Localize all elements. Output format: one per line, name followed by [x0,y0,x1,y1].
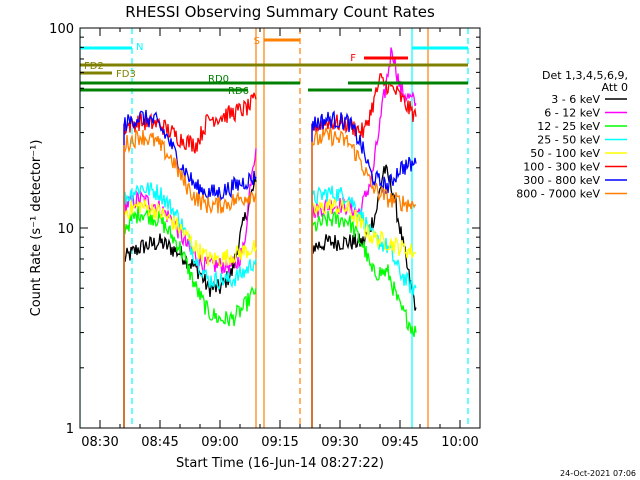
series-line-2-1 [311,210,417,428]
x-tick-label-4: 09:30 [321,435,358,450]
series-300-800-kev [123,109,417,428]
flag-rd0: RD0 [80,74,468,85]
legend-entry-2: 12 - 25 keV [537,120,627,133]
flag-label-fd2: FD2 [84,61,104,72]
legend-label-7: 800 - 7000 keV [516,188,600,201]
x-tick-label-2: 09:00 [201,435,238,450]
flag-fd3: FD3 [80,69,136,80]
legend-label-4: 50 - 100 keV [530,147,600,160]
series-layer [123,47,417,428]
x-tick-label-3: 09:15 [261,435,298,450]
series-50-100-kev [123,198,417,428]
flag-bar-rd6-1 [308,88,372,92]
flag-fd2: FD2 [80,61,468,72]
flag-label-rd0: RD0 [208,74,229,85]
legend-entry-7: 800 - 7000 keV [516,188,627,201]
series-line-6-1 [311,110,417,428]
flag-f: F [350,53,408,64]
series-line-4-1 [311,198,417,428]
flag-bar-rd0-1 [348,81,468,85]
flag-n: N [80,42,468,53]
flag-bar-fd3-0 [80,71,112,75]
series-line-2-0 [123,206,257,428]
series-12-25-kev [123,206,417,428]
legend-label-1: 6 - 12 keV [544,107,600,120]
x-tick-label-6: 10:00 [441,435,478,450]
legend-label-3: 25 - 50 keV [537,134,600,147]
legend-label-5: 100 - 300 keV [523,161,600,174]
timestamp: 24-Oct-2021 07:06 [560,469,636,478]
series-line-0-1 [311,164,417,428]
legend-title-2: Att 0 [602,81,628,94]
flag-bar-f-0 [364,56,408,60]
legend-label-2: 12 - 25 keV [537,120,600,133]
series-line-4-0 [123,199,257,428]
legend-entry-6: 300 - 800 keV [523,174,627,187]
y-tick-label-1: 10 [57,222,74,237]
flag-label-n: N [136,42,143,53]
flag-label-fd3: FD3 [116,69,136,80]
x-ticks: 08:30 08:45 09:00 09:15 09:30 09:45 10:00 [79,28,481,450]
series-line-7-1 [311,126,417,428]
flag-bar-n-0 [80,46,132,50]
flag-bar-rd0-0 [80,81,300,85]
x-tick-label-1: 08:45 [141,435,178,450]
flag-label-f: F [350,53,356,64]
legend-entry-5: 100 - 300 keV [523,161,627,174]
series-25-50-kev [123,182,417,428]
x-tick-label-5: 09:45 [381,435,418,450]
series-800-7000-kev [123,126,417,428]
flag-bar-s-0 [264,38,300,42]
legend-entry-1: 6 - 12 keV [544,107,627,120]
flag-bar-rd6-0 [80,88,248,92]
series-line-5-1 [311,72,417,428]
series-line-3-1 [311,185,417,428]
flag-label-s: S [254,36,260,47]
flag-bar-fd2-0 [80,63,468,67]
flag-bar-n-1 [412,46,468,50]
y-axis-label: Count Rate (s⁻¹ detector⁻¹) [29,140,44,317]
legend-label-6: 300 - 800 keV [523,174,600,187]
y-tick-label-0: 1 [66,422,74,437]
x-axis-label: Start Time (16-Jun-14 08:27:22) [176,456,384,471]
y-ticks: 1 10 100 [49,22,480,437]
legend-entry-4: 50 - 100 keV [530,147,627,160]
series-line-3-0 [123,182,257,428]
series-line-7-0 [123,129,257,428]
legend-entry-3: 25 - 50 keV [537,134,627,147]
y-tick-label-2: 100 [49,22,74,37]
legend-title-1: Det 1,3,4,5,6,9, [542,69,628,82]
flag-rd6: RD6 [80,86,372,97]
x-tick-label-0: 08:30 [81,435,118,450]
series-line-6-0 [123,109,257,428]
legend-label-0: 3 - 6 keV [551,93,600,106]
flag-s: S [254,36,300,47]
legend-entry-0: 3 - 6 keV [551,93,627,106]
flag-label-rd6: RD6 [228,86,249,97]
chart-title: RHESSI Observing Summary Count Rates [125,3,435,21]
